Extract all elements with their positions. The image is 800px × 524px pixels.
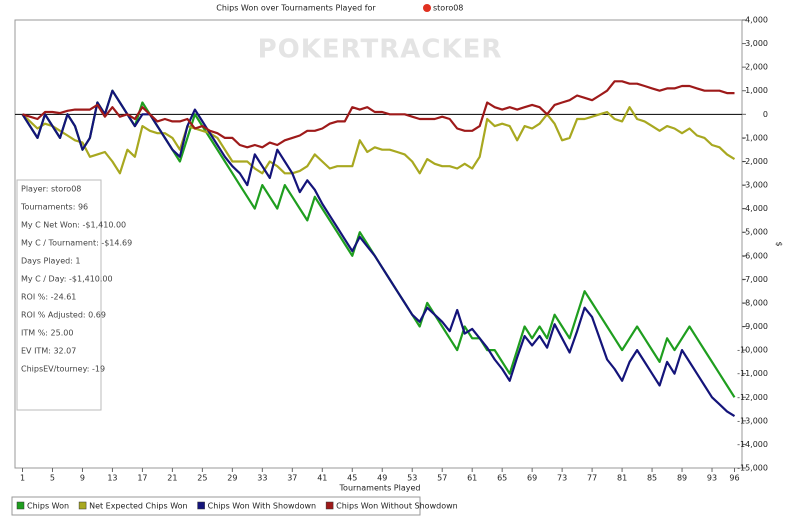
x-tick-label: 17 (137, 474, 147, 483)
x-tick-label: 37 (287, 474, 297, 483)
legend-swatch (197, 501, 205, 510)
y-tick-label: -3,000 (742, 181, 768, 190)
info-text: Player: storo08 (21, 185, 81, 194)
legend-swatch (78, 501, 87, 510)
watermark: POKERTRACKER (258, 35, 503, 65)
y-tick-label: -13,000 (737, 416, 768, 425)
x-tick-label: 65 (497, 474, 507, 483)
x-tick-label: 93 (707, 474, 717, 483)
series-line (22, 80, 735, 149)
info-text: ROI %: -24.61 (21, 293, 76, 302)
y-tick-label: -1,000 (742, 133, 768, 142)
player-icon (423, 4, 431, 12)
chart-title: Chips Won over Tournaments Played for (216, 4, 376, 13)
y-tick-label: 1,000 (745, 86, 768, 95)
x-tick-label: 1 (20, 474, 25, 483)
x-tick-label: 96 (729, 474, 739, 483)
series-line (21, 106, 736, 175)
legend-swatch (325, 501, 334, 510)
y-tick-label: -6,000 (742, 251, 768, 260)
x-tick-label: 33 (257, 474, 267, 483)
series-line (21, 89, 736, 418)
y-tick-label: 0 (763, 110, 768, 119)
info-text: ROI % Adjusted: 0.69 (21, 311, 106, 320)
info-text: ChipsEV/tourney: -19 (21, 365, 105, 374)
info-text: My C Net Won: -$1,410.00 (21, 221, 126, 230)
x-tick-label: 69 (527, 474, 537, 483)
x-tick-label: 21 (167, 474, 177, 483)
info-text: Days Played: 1 (21, 257, 81, 266)
y-tick-label: 4,000 (745, 16, 768, 25)
x-tick-label: 5 (50, 474, 55, 483)
x-tick-label: 61 (467, 474, 477, 483)
legend-swatch (16, 501, 25, 510)
y-tick-label: -14,000 (737, 440, 768, 449)
x-tick-label: 77 (587, 474, 597, 483)
y-tick-label: -10,000 (737, 346, 768, 355)
x-tick-label: 57 (437, 474, 447, 483)
y-tick-label: -5,000 (742, 228, 768, 237)
x-tick-label: 89 (677, 474, 687, 483)
legend-box (11, 496, 421, 516)
x-tick-label: 81 (617, 474, 627, 483)
x-tick-label: 13 (107, 474, 117, 483)
chart-title-player: storo08 (433, 4, 463, 13)
info-text: EV ITM: 32.07 (21, 347, 76, 356)
y-tick-label: -15,000 (737, 464, 768, 473)
info-text: Tournaments: 96 (20, 203, 88, 212)
legend-label: Chips Won (27, 502, 69, 511)
y-tick-label: 3,000 (745, 39, 768, 48)
x-tick-label: 85 (647, 474, 657, 483)
legend-label: Chips Won Without Showdown (336, 502, 458, 511)
y-tick-label: -2,000 (742, 157, 768, 166)
x-tick-label: 49 (377, 474, 387, 483)
y-axis-label: $ (775, 241, 784, 246)
y-tick-label: 2,000 (745, 63, 768, 72)
info-box (16, 179, 102, 411)
x-tick-label: 29 (227, 474, 237, 483)
x-tick-label: 45 (347, 474, 357, 483)
y-tick-label: -7,000 (742, 275, 768, 284)
info-text: ITM %: 25.00 (21, 329, 73, 338)
legend-label: Chips Won With Showdown (208, 502, 317, 511)
x-tick-label: 73 (557, 474, 567, 483)
legend-label: Net Expected Chips Won (89, 502, 188, 511)
info-text: My C / Day: -$1,410.00 (21, 275, 113, 284)
y-tick-label: -8,000 (742, 298, 768, 307)
plot-frame (14, 19, 743, 469)
x-tick-label: 41 (317, 474, 327, 483)
info-text: My C / Tournament: -$14.69 (21, 239, 132, 248)
x-axis-label: Tournaments Played (339, 484, 421, 493)
x-tick-label: 25 (197, 474, 207, 483)
y-tick-label: -4,000 (742, 204, 768, 213)
x-tick-label: 53 (407, 474, 417, 483)
y-tick-label: -11,000 (737, 369, 768, 378)
y-tick-label: -9,000 (742, 322, 768, 331)
x-tick-label: 9 (80, 474, 85, 483)
y-tick-label: -12,000 (737, 393, 768, 402)
